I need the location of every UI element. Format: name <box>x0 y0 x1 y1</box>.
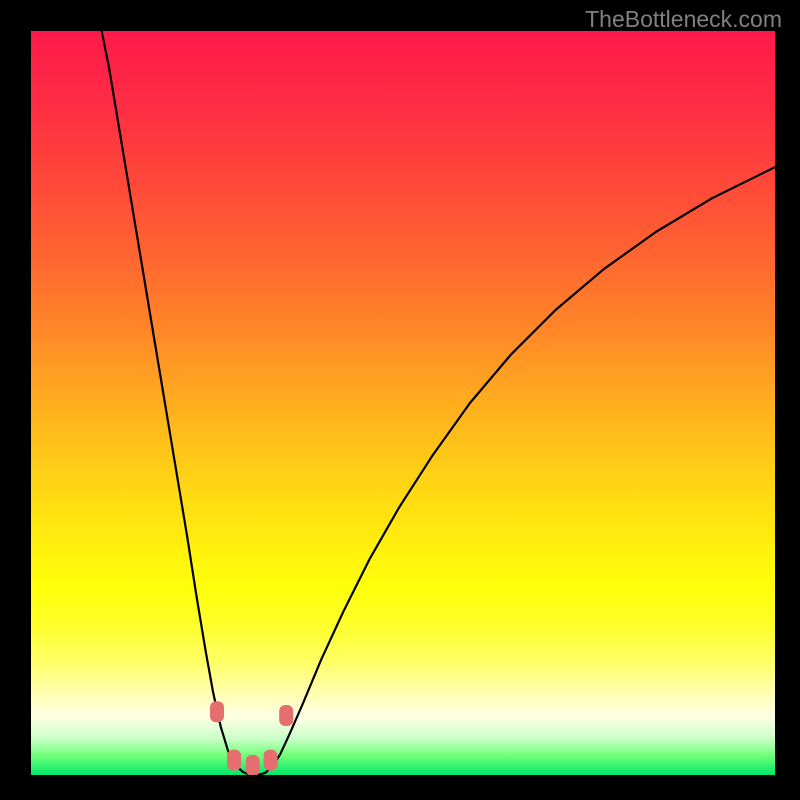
curve-overlay <box>0 0 800 800</box>
bottleneck-curve <box>102 31 775 775</box>
data-marker <box>246 755 260 776</box>
chart-container: TheBottleneck.com <box>0 0 800 800</box>
data-marker <box>227 750 241 771</box>
data-marker <box>279 705 293 726</box>
data-marker <box>210 701 224 722</box>
watermark-text: TheBottleneck.com <box>585 6 782 33</box>
data-marker <box>264 750 278 771</box>
